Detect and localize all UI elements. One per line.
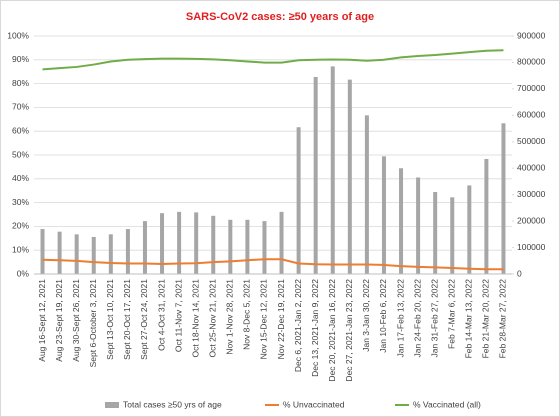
bar <box>364 115 369 274</box>
x-tick-label: Sept 6-October 3, 2021 <box>88 279 98 368</box>
bar <box>74 234 79 274</box>
x-tick-label: Dec 27, 2021-Jan 23, 2022 <box>344 279 354 382</box>
x-tick-label: Oct 18-Nov 14, 2021 <box>190 279 200 358</box>
y2-tick-label: 100000 <box>517 242 546 252</box>
x-tick-label: Feb 21-Mar 20, 2022 <box>481 279 491 359</box>
x-tick-label: Nov 15-Dec 12, 2021 <box>259 279 269 360</box>
y2-tick-label: 400000 <box>517 162 546 172</box>
y2-tick-label: 300000 <box>517 189 546 199</box>
legend-swatch <box>105 402 119 408</box>
bar <box>228 219 233 274</box>
x-tick-label: Oct 11-Nov 7, 2021 <box>173 279 183 352</box>
bar <box>108 234 113 274</box>
y2-tick-label: 900000 <box>517 30 546 40</box>
x-tick-label: Feb 7-Mar 6, 2022 <box>447 279 457 349</box>
bar <box>501 123 506 275</box>
y-tick-label: 60% <box>12 125 29 135</box>
x-tick-label: Dec 20, 2021-Jan 16, 2022 <box>327 279 337 382</box>
y2-tick-label: 500000 <box>517 136 546 146</box>
legend-label: Total cases ≥50 yrs of age <box>123 399 222 409</box>
chart-title: SARS-CoV2 cases: ≥50 years of age <box>186 11 374 23</box>
x-tick-label: Jan 10-Feb 6, 2022 <box>378 279 388 353</box>
y-tick-label: 40% <box>12 173 29 183</box>
y-tick-label: 10% <box>12 244 29 254</box>
bar <box>91 236 96 274</box>
x-tick-label: Oct 4-Oct 31, 2021 <box>156 279 166 351</box>
x-tick-label: Nov 22-Dec 19, 2021 <box>276 279 286 360</box>
bar <box>177 211 182 274</box>
legend-label: % Vaccinated (all) <box>413 399 481 409</box>
bar <box>279 211 284 274</box>
bar <box>347 79 352 274</box>
x-tick-label: Sept 13-Oct 10, 2021 <box>105 279 115 360</box>
x-tick-label: Jan 3-Jan 30, 2022 <box>361 279 371 352</box>
bar <box>484 158 489 274</box>
y-tick-label: 30% <box>12 197 29 207</box>
x-tick-label: Aug 23-Sept 19, 2021 <box>54 279 64 362</box>
y2-tick-label: 700000 <box>517 83 546 93</box>
bar <box>433 192 438 274</box>
bar <box>125 229 130 274</box>
line <box>42 258 504 271</box>
bar <box>450 197 455 274</box>
y2-tick-label: 200000 <box>517 215 546 225</box>
x-tick-label: Feb 14-Mar 13, 2022 <box>464 279 474 359</box>
x-tick-label: Jan 24-Feb 20, 2022 <box>412 279 422 358</box>
bar <box>467 185 472 274</box>
y2-tick-label: 600000 <box>517 110 546 120</box>
x-tick-label: Jan 17-Feb 13, 2022 <box>395 279 405 358</box>
x-tick-label: Sept 27-Oct 24, 2021 <box>139 279 149 360</box>
bar <box>296 127 301 274</box>
bar <box>262 221 267 274</box>
y-tick-label: 0% <box>17 268 30 278</box>
legend-label: % Unvaccinated <box>283 399 345 409</box>
y-tick-label: 80% <box>12 78 29 88</box>
bar <box>194 212 199 274</box>
y-tick-label: 20% <box>12 221 29 231</box>
line <box>42 49 504 71</box>
bar <box>381 156 386 274</box>
x-tick-label: Oct 25-Nov 21, 2021 <box>208 279 218 358</box>
bar <box>57 231 62 274</box>
y-tick-label: 70% <box>12 102 29 112</box>
x-tick-label: Nov 8-Dec 5, 2021 <box>242 279 252 350</box>
y2-tick-label: 800000 <box>517 57 546 67</box>
x-tick-label: Aug 30-Sept 26, 2021 <box>71 279 81 362</box>
x-tick-label: Nov 1-Nov 28, 2021 <box>225 279 235 355</box>
bar <box>211 215 216 274</box>
x-tick-label: Dec 6, 2021-Jan 2, 2022 <box>293 279 303 372</box>
bar <box>416 177 421 274</box>
bar <box>399 168 404 274</box>
x-tick-label: Jan 31-Feb 27, 2022 <box>429 279 439 358</box>
y-tick-label: 90% <box>12 54 29 64</box>
y-tick-label: 100% <box>7 30 29 40</box>
x-tick-label: Aug 16-Sept 12, 2021 <box>37 279 47 362</box>
y-tick-label: 50% <box>12 149 29 159</box>
x-tick-label: Sept 20-Oct 17, 2021 <box>122 279 132 360</box>
bar <box>245 219 250 274</box>
x-tick-label: Feb 28-Mar 27, 2022 <box>498 279 508 359</box>
y2-tick-label: 0 <box>517 268 522 278</box>
bar <box>40 229 45 274</box>
bar <box>160 213 165 274</box>
bar <box>313 76 318 274</box>
bar <box>330 66 335 275</box>
bar <box>142 221 147 274</box>
x-tick-label: Dec 13, 2021-Jan 9, 2022 <box>310 279 320 377</box>
